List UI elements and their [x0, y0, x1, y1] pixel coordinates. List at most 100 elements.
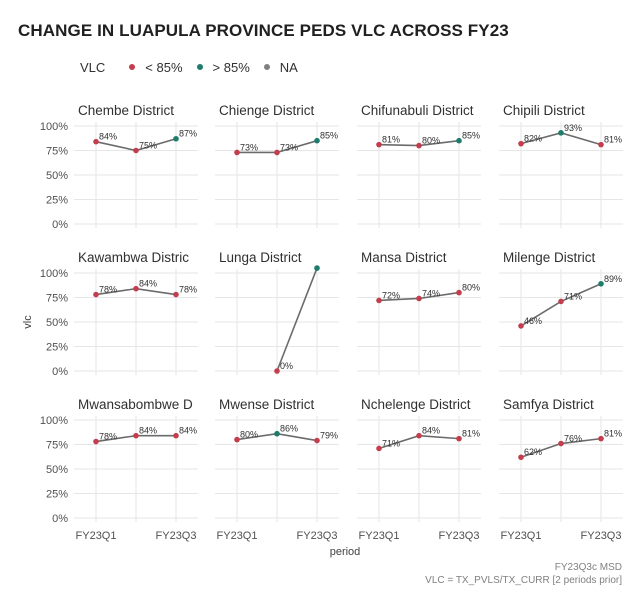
data-point [456, 137, 462, 144]
y-tick-label: 50% [46, 317, 68, 329]
data-point [558, 298, 564, 305]
data-label: 0% [280, 361, 293, 371]
facet-title: Chipili District [503, 103, 585, 118]
x-tick-label: FY23Q1 [501, 530, 542, 542]
facet-panel: Lunga District 0% [215, 250, 339, 375]
caption-formula: VLC = TX_PVLS/TX_CURR [2 periods prior] [425, 575, 622, 586]
data-label: 76% [564, 434, 582, 444]
y-tick-label: 100% [40, 121, 68, 133]
facet-title: Chienge District [219, 103, 315, 118]
data-point [133, 432, 139, 439]
facet-panel: Kawambwa Distric 0% 25% 50% 75% 100% 78% 84% 78% [40, 250, 198, 378]
facet-title: Mwense District [219, 397, 315, 412]
y-tick-label: 0% [52, 366, 68, 378]
data-label: 78% [99, 285, 117, 295]
data-label: 85% [320, 131, 338, 141]
data-label: 62% [524, 447, 542, 457]
data-label: 78% [179, 285, 197, 295]
data-point [314, 137, 320, 144]
data-label: 86% [280, 424, 298, 434]
y-tick-label: 50% [46, 170, 68, 182]
x-tick-label: FY23Q1 [217, 530, 258, 542]
y-axis-title: vlc [22, 315, 34, 329]
data-point [558, 440, 564, 447]
data-label: 78% [99, 432, 117, 442]
data-label: 84% [179, 426, 197, 436]
data-point [376, 297, 382, 304]
data-label: 84% [99, 132, 117, 142]
data-point [133, 285, 139, 292]
data-point [598, 280, 604, 287]
data-label: 93% [564, 123, 582, 133]
x-tick-label: FY23Q3 [581, 530, 622, 542]
data-label: 73% [280, 142, 298, 152]
data-point [93, 138, 99, 145]
x-tick-label: FY23Q3 [297, 530, 338, 542]
data-point [133, 147, 139, 154]
data-point [416, 295, 422, 302]
data-label: 75% [139, 141, 157, 151]
data-point [376, 141, 382, 148]
facet-title: Lunga District [219, 250, 302, 265]
legend-dot-above [196, 64, 203, 70]
data-label: 71% [382, 438, 400, 448]
data-label: 84% [139, 426, 157, 436]
data-label: 84% [139, 279, 157, 289]
legend-label-na: NA [279, 59, 298, 75]
chart-title: CHANGE IN LUAPULA PROVINCE PEDS VLC ACRO… [18, 21, 509, 40]
y-tick-label: 0% [52, 513, 68, 525]
y-tick-label: 100% [40, 268, 68, 280]
data-point [234, 149, 240, 156]
data-point [518, 140, 524, 147]
data-point [518, 323, 524, 329]
facet-panel: Chifunabuli District 81% 80% 85% [357, 103, 481, 228]
y-tick-label: 0% [52, 219, 68, 231]
facet-title: Mwansabombwe D [78, 397, 193, 412]
data-point [456, 435, 462, 442]
data-label: 73% [240, 142, 258, 152]
data-label: 81% [382, 135, 400, 145]
facet-panel: Nchelenge District FY23Q1 FY23Q3 71% 84% 81% [357, 397, 481, 542]
legend: VLC < 85% > 85% NA [80, 58, 312, 76]
y-tick-label: 25% [46, 489, 68, 501]
data-label: 72% [382, 290, 400, 300]
data-point [518, 454, 524, 461]
legend-title: VLC [80, 59, 106, 75]
y-tick-label: 75% [46, 293, 68, 305]
legend-item-above: > 85% [196, 60, 250, 75]
data-label: 80% [462, 283, 480, 293]
data-label: 87% [179, 129, 197, 139]
data-label: 81% [462, 429, 480, 439]
data-label: 80% [422, 136, 440, 146]
facet-panel: Samfya District FY23Q1 FY23Q3 62% 76% 81% [499, 397, 623, 542]
data-point [416, 142, 422, 149]
data-point [173, 135, 179, 142]
facet-title: Kawambwa Distric [78, 250, 189, 265]
caption: FY23Q3c MSD VLC = TX_PVLS/TX_CURR [2 per… [425, 561, 622, 587]
facet-title: Nchelenge District [361, 397, 471, 412]
data-label: 82% [524, 134, 542, 144]
y-tick-label: 25% [46, 195, 68, 207]
facet-title: Chembe District [78, 103, 174, 118]
data-point [274, 430, 280, 437]
data-label: 85% [462, 131, 480, 141]
data-point [93, 291, 99, 298]
facet-title: Milenge District [503, 250, 596, 265]
facet-title: Samfya District [503, 397, 594, 412]
facet-panel: Mwansabombwe D 0% 25% 50% 75% 100% FY23Q1 FY23Q… [40, 397, 198, 542]
x-tick-label: FY23Q3 [156, 530, 197, 542]
data-point [376, 445, 382, 452]
series-line [276, 267, 318, 372]
data-label: 71% [564, 291, 582, 301]
legend-item-na: NA [263, 59, 298, 75]
legend-dot-below [129, 64, 136, 70]
legend-label-below: < 85% [145, 59, 183, 75]
data-label: 81% [604, 135, 622, 145]
facet-panel: Chienge District 73% 73% 85% [215, 103, 339, 228]
legend-item-below: < 85% [129, 59, 183, 75]
data-point [598, 141, 604, 148]
data-label: 84% [422, 426, 440, 436]
data-point [598, 435, 604, 442]
y-tick-label: 75% [46, 146, 68, 158]
